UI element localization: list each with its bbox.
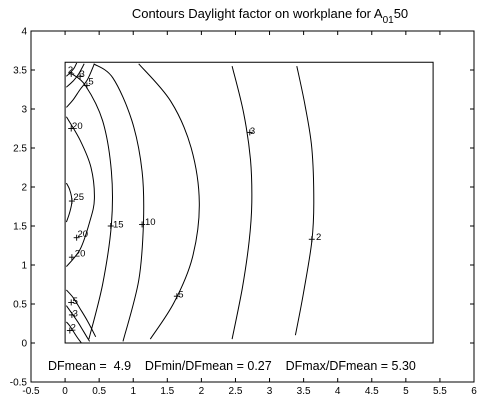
y-tick-label: 3.5 xyxy=(13,66,27,77)
x-tick-label: 4.5 xyxy=(365,386,379,397)
x-tick-label: 2 xyxy=(199,386,205,397)
x-tick-label: 1.5 xyxy=(160,386,174,397)
x-tick-label: 4 xyxy=(335,386,341,397)
contour-label: 20 xyxy=(78,229,89,240)
contour-label: 20 xyxy=(75,248,86,259)
contour-line-10 xyxy=(93,63,145,342)
x-tick-label: 6 xyxy=(471,386,477,397)
x-tick-label: 2.5 xyxy=(229,386,243,397)
x-tick-label: 3.5 xyxy=(297,386,311,397)
y-tick-label: 0.5 xyxy=(13,300,27,311)
contour-label: 2 xyxy=(68,65,73,76)
df-statistics: DFmean = 4.9 DFmin/DFmean = 0.27 DFmax/D… xyxy=(48,359,416,373)
y-tick-label: 4 xyxy=(21,27,27,38)
y-tick-label: 3 xyxy=(21,105,27,116)
x-tick-label: 1 xyxy=(130,386,136,397)
contour-line-2 xyxy=(66,62,78,77)
x-tick-label: 5 xyxy=(403,386,409,397)
contour-lines xyxy=(65,62,315,344)
y-tick-label: -0.5 xyxy=(10,378,28,389)
x-tick-label: 3 xyxy=(267,386,273,397)
y-tick-label: 1.5 xyxy=(13,222,27,233)
chart-title: Contours Daylight factor on workplane fo… xyxy=(132,6,408,26)
contour-line-15 xyxy=(71,73,114,340)
x-tick-label: 5.5 xyxy=(433,386,447,397)
x-tick-label: 0 xyxy=(62,386,68,397)
plot-frame xyxy=(30,30,475,383)
room-outline xyxy=(64,61,434,344)
title-prefix: Contours Daylight factor on workplane fo… xyxy=(132,6,383,21)
contour-label: 5 xyxy=(73,296,78,307)
title-suffix: 50 xyxy=(394,6,408,21)
contour-line-25 xyxy=(65,182,73,223)
contour-line-5 xyxy=(66,63,95,108)
contour-label: 3 xyxy=(250,126,255,137)
contour-line-5 xyxy=(66,289,97,338)
x-axis: -0.5 0 0.5 1 1.5 2 2.5 3 3.5 4 4.5 5 5.5 6 xyxy=(22,31,477,397)
contour-label: 3 xyxy=(79,69,84,80)
contour-label: 25 xyxy=(73,192,84,203)
contour-label: 10 xyxy=(145,217,156,228)
y-tick-label: 2 xyxy=(21,183,27,194)
contour-line-2 xyxy=(294,65,315,336)
room-boundary xyxy=(64,61,434,344)
y-tick-label: 0 xyxy=(21,339,27,350)
x-tick-label: -0.5 xyxy=(22,386,40,397)
contour-label: 2 xyxy=(71,322,76,333)
y-tick-label: 2.5 xyxy=(13,144,27,155)
y-axis: -0.5 0 0.5 1 1.5 2 2.5 3 3.5 4 xyxy=(10,27,474,389)
x-tick-label: 0.5 xyxy=(92,386,106,397)
contour-line-2 xyxy=(66,321,82,344)
svg-text:Contours Daylight factor on wo: Contours Daylight factor on workplane fo… xyxy=(132,6,408,26)
contour-line-20 xyxy=(65,116,95,267)
y-tick-label: 1 xyxy=(21,261,27,272)
contour-label: 2 xyxy=(316,232,321,243)
contour-label: 20 xyxy=(72,121,83,132)
contour-line-3 xyxy=(231,65,253,340)
contour-label: 5 xyxy=(88,77,93,88)
contour-label: 5 xyxy=(178,290,183,301)
title-subscript: 01 xyxy=(383,15,395,26)
contour-line-5 xyxy=(138,63,200,340)
contour-label: 15 xyxy=(113,219,124,230)
contour-line-3 xyxy=(66,63,85,88)
contour-line-3 xyxy=(65,305,91,342)
contour-label: 3 xyxy=(73,308,78,319)
